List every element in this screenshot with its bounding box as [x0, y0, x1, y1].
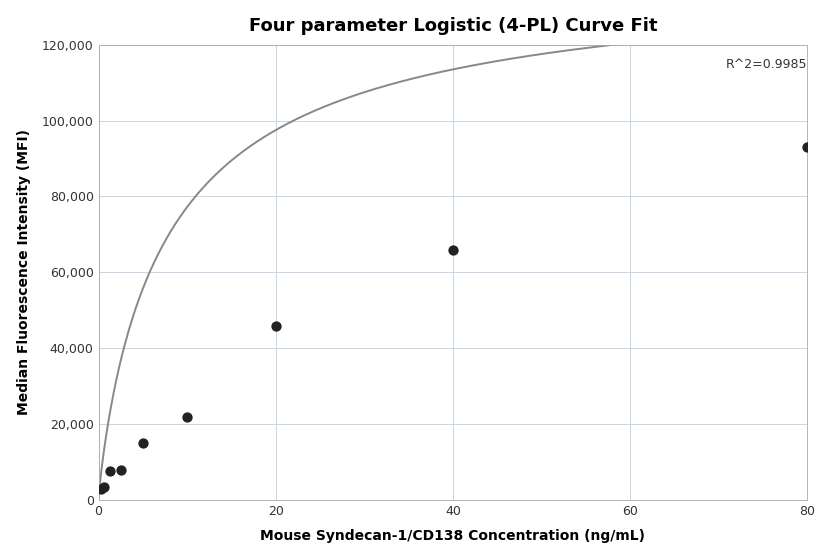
Point — [95, 484, 108, 493]
Point — [800, 143, 814, 152]
Point — [97, 482, 111, 491]
Point — [114, 465, 127, 474]
Text: R^2=0.9985: R^2=0.9985 — [726, 58, 807, 71]
X-axis label: Mouse Syndecan-1/CD138 Concentration (ng/mL): Mouse Syndecan-1/CD138 Concentration (ng… — [260, 529, 646, 543]
Point — [103, 467, 116, 476]
Point — [181, 412, 194, 421]
Title: Four parameter Logistic (4-PL) Curve Fit: Four parameter Logistic (4-PL) Curve Fit — [249, 17, 657, 35]
Point — [446, 245, 459, 254]
Point — [269, 321, 282, 330]
Point — [136, 439, 150, 448]
Y-axis label: Median Fluorescence Intensity (MFI): Median Fluorescence Intensity (MFI) — [17, 129, 31, 416]
